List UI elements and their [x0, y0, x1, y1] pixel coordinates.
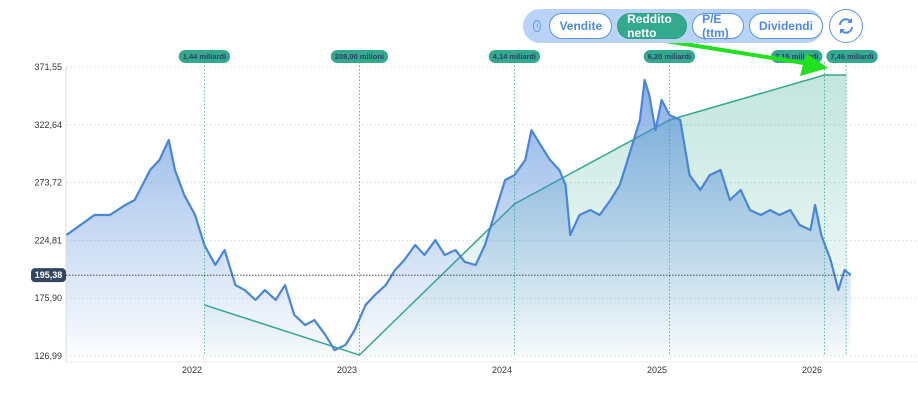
income-marker-pill: [488, 50, 541, 63]
income-marker-pill: [643, 50, 696, 63]
y-tick-label: 371,55: [34, 62, 62, 72]
refresh-button[interactable]: [829, 9, 863, 43]
y-tick-label: 126,99: [34, 351, 62, 361]
annotation-arrow-head: [800, 53, 828, 76]
income-marker-pill: [826, 50, 878, 63]
income-marker-label: 4,14 miliardi: [493, 52, 536, 61]
income-marker-label: 7,15 miliardi: [775, 52, 818, 61]
income-marker-pill: [178, 50, 231, 63]
x-tick-label: 2023: [337, 365, 357, 375]
y-tick-label: 175,90: [34, 293, 62, 303]
income-marker-label: 7,46 miliardi: [830, 52, 873, 61]
y-tick-label: 273,72: [34, 178, 62, 188]
price-line: [65, 78, 852, 352]
y-tick-label: 224,81: [34, 235, 62, 245]
refresh-icon: [839, 18, 853, 34]
income-marker-label: 6,20 miliardi: [648, 52, 691, 61]
metric-toolbar: i Vendite Reddito netto P/E (ttm) Divide…: [523, 9, 823, 43]
info-icon[interactable]: i: [533, 20, 542, 32]
x-tick-label: 2022: [182, 365, 202, 375]
x-tick-label: 2024: [492, 365, 512, 375]
vendite-button[interactable]: Vendite: [549, 13, 613, 39]
dividendi-button[interactable]: Dividendi: [748, 13, 823, 39]
pe-ttm-button[interactable]: P/E (ttm): [692, 12, 744, 40]
y-tick-label: 322,64: [34, 120, 62, 130]
current-price-badge: [31, 268, 66, 283]
x-tick-label: 2025: [647, 365, 667, 375]
income-marker-label: 1,44 miliardi: [183, 52, 226, 61]
price-area: [66, 79, 851, 357]
income-marker-label: 208,00 milioni: [335, 52, 384, 61]
reddito-netto-button[interactable]: Reddito netto: [617, 12, 688, 40]
current-price-label: 195,38: [35, 270, 63, 280]
income-marker-pill: [330, 50, 389, 63]
x-tick-label: 2026: [802, 365, 822, 375]
